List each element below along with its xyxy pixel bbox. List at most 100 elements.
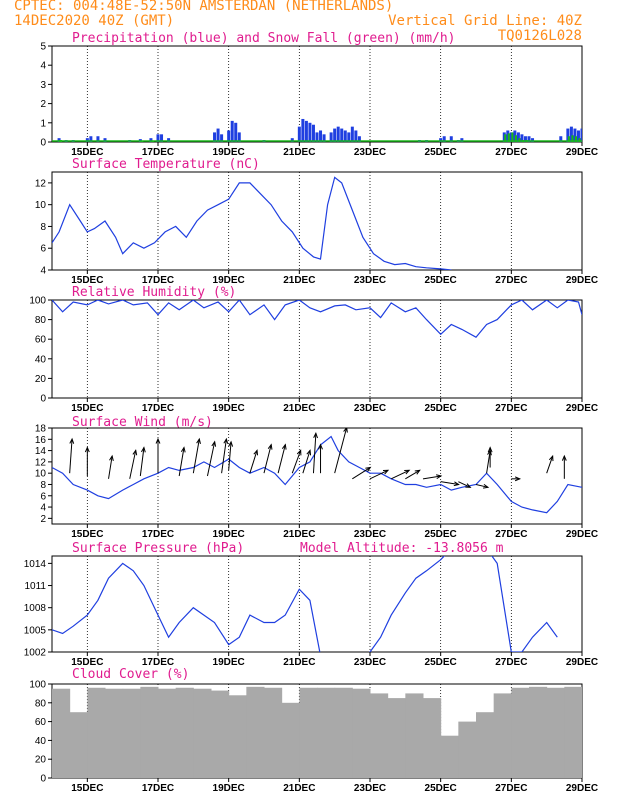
x-tick-label: 19DEC [213,657,245,668]
wind-arrow-head [318,443,323,450]
wind-arrow-head [343,428,348,433]
x-tick-label: 23DEC [354,147,386,158]
wind-arrow-head [109,454,114,461]
x-tick-label: 19DEC [213,147,245,158]
y-tick-label: 1 [40,118,46,129]
humidity-panel: 0 20 40 60 80 100 15DEC 17DEC 19DEC 21DEC 23DEC 25D… [29,296,598,415]
y-tick-label: 2 [40,514,46,525]
precip-bar [584,132,587,142]
cloud-bar [158,688,177,778]
wind-arrow-head [69,437,75,444]
cloud-panel: 0 20 40 60 80 100 15DEC 17DEC 19DEC 21DEC 23DEC 25D… [29,680,600,795]
cloud-bar [582,686,600,778]
precip-bar [340,128,344,142]
wind-arrow-head [253,449,259,456]
precip-bar [237,132,241,142]
wind-arrow-head [267,443,273,450]
wind-arrow-head [228,440,234,447]
temperature-line [52,176,452,270]
pressure-panel: 1002 1005 1008 1011 1014 15DEC 17DEC 19DEC 21DEC… [24,555,598,668]
wind-arrow-head [465,483,472,488]
cloud-bar [175,687,194,778]
y-tick-label: 100 [29,296,46,307]
y-tick-label: 0 [40,774,46,785]
wind-arrow-head [548,454,554,462]
x-tick-label: 25DEC [425,529,457,540]
x-tick-label: 23DEC [354,529,386,540]
x-tick-label: 21DEC [283,657,315,668]
wind-arrow-head [365,466,372,472]
wind-line [52,435,582,514]
precip-bar [311,124,315,142]
wind-arrow [108,455,113,479]
x-tick-label: 15DEC [71,275,103,286]
cloud-bar [228,695,247,778]
precip-bar [156,134,160,142]
humidity-line [52,300,582,338]
wind-arrow [352,467,371,480]
y-tick-label: 4 [40,503,46,514]
x-tick-label: 21DEC [283,529,315,540]
precip-bar [89,136,93,142]
precip-bar [559,136,563,142]
y-tick-label: 40 [35,354,47,365]
humidity-plot [52,300,582,338]
precip-bar [322,134,326,142]
cloud-bar [87,687,106,778]
x-tick-label: 17DEC [142,783,174,794]
panel-frame [51,555,583,653]
precip-bar [85,138,89,142]
y-tick-label: 8 [40,480,46,491]
y-tick-label: 1014 [24,559,47,570]
snow-bar [518,138,522,142]
wind-arrow-head [281,443,287,450]
wind-arrow [369,469,389,480]
wind-arrow [206,441,216,477]
wind-arrow-head [561,454,567,461]
snow-bar [567,136,571,142]
temperature-panel: 4 6 8 10 12 15DEC 17DEC 19DEC 21DEC 23DEC 25DEC 27D… [35,171,598,286]
cloud-bar [211,690,230,778]
x-tick-label: 21DEC [283,147,315,158]
x-tick-label: 17DEC [142,657,174,668]
y-tick-label: 3 [40,80,46,91]
y-tick-label: 14 [35,446,47,457]
panel-frame [51,427,583,525]
wind-arrow-head [482,483,490,489]
y-tick-label: 20 [35,755,47,766]
x-tick-label: 15DEC [71,783,103,794]
pressure-plot [52,556,558,652]
y-tick-label: 5 [40,42,46,53]
wind-arrow [405,469,420,480]
precip-bar [160,134,164,142]
pressure-line [52,556,558,652]
x-tick-label: 17DEC [142,147,174,158]
x-tick-label: 17DEC [142,275,174,286]
precip-bar [516,132,520,142]
wind-arrow [390,469,410,480]
wind-arrow [129,450,137,479]
y-tick-label: 1011 [24,581,46,592]
wind-title: Surface Wind (m/s) [72,415,213,430]
x-tick-label: 19DEC [213,529,245,540]
y-tick-label: 40 [35,736,47,747]
header-code: TQ0126L028 [498,28,582,44]
precip-bar [220,134,224,142]
precip-panel: 0 1 2 3 4 5 15DEC 17DEC 19DEC 21DEC 23DEC 25DEC 27DE… [40,42,598,159]
x-tick-label: 15DEC [71,529,103,540]
y-tick-label: 20 [35,374,47,385]
wind-arrow-head [84,446,90,453]
cloud-bar [352,688,371,778]
pressure-title: Surface Pressure (hPa) [72,541,244,556]
y-tick-label: 10 [35,200,47,211]
cloud-bar [317,687,336,778]
wind-arrow [192,438,200,474]
precip-bar [167,138,171,142]
x-tick-label: 29DEC [566,147,598,158]
y-tick-label: 2 [40,99,46,110]
y-tick-label: 0 [40,394,46,405]
precip-plot [52,118,587,142]
precip-bar [350,126,354,142]
x-tick-label: 29DEC [566,657,598,668]
